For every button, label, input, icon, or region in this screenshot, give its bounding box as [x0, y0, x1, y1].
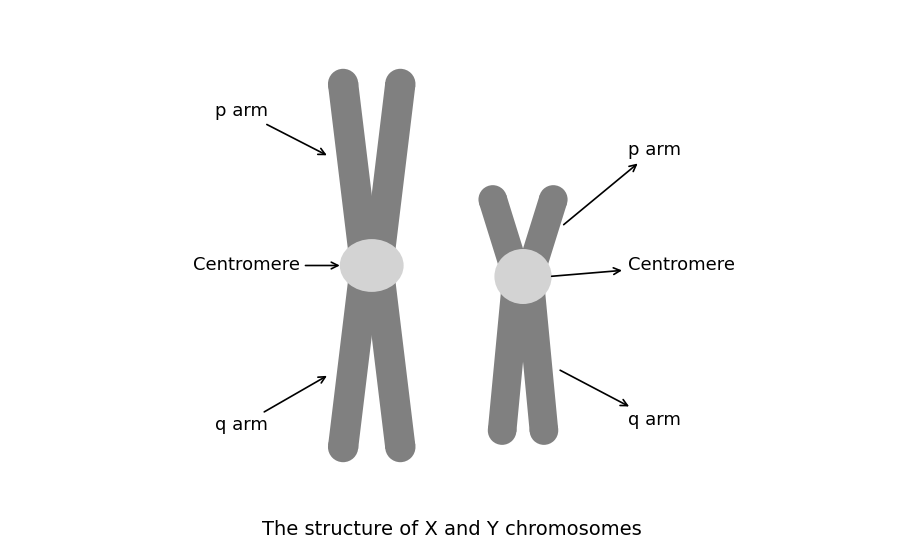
Circle shape [502, 262, 530, 291]
Polygon shape [487, 275, 530, 432]
Text: Centromere: Centromere [193, 257, 337, 274]
Polygon shape [327, 82, 380, 267]
Text: p arm: p arm [215, 102, 325, 154]
Circle shape [327, 69, 358, 99]
Circle shape [327, 432, 358, 462]
Circle shape [538, 185, 567, 214]
Polygon shape [327, 264, 380, 449]
Circle shape [350, 251, 380, 280]
Circle shape [363, 251, 393, 280]
Polygon shape [363, 264, 415, 449]
Polygon shape [363, 82, 415, 267]
Circle shape [514, 262, 543, 291]
Circle shape [385, 69, 415, 99]
Ellipse shape [339, 239, 403, 292]
Circle shape [502, 262, 530, 291]
Polygon shape [515, 195, 566, 281]
Polygon shape [514, 275, 557, 432]
Text: q arm: q arm [215, 377, 325, 434]
Text: The structure of X and Y chromosomes: The structure of X and Y chromosomes [262, 520, 640, 539]
Circle shape [350, 251, 380, 280]
Circle shape [363, 251, 393, 280]
Text: Centromere: Centromere [551, 257, 733, 276]
Circle shape [385, 432, 415, 462]
Text: q arm: q arm [559, 370, 680, 429]
Circle shape [529, 416, 557, 445]
Polygon shape [479, 195, 529, 281]
Circle shape [514, 262, 543, 291]
Text: p arm: p arm [563, 141, 680, 225]
Circle shape [487, 416, 516, 445]
Ellipse shape [494, 249, 551, 304]
Circle shape [478, 185, 507, 214]
